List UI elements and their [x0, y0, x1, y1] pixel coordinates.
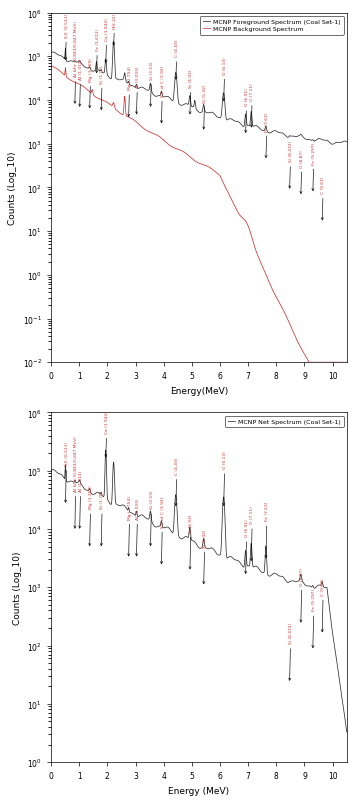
Text: O (8.87): O (8.87): [300, 149, 304, 194]
Text: Si (8.472): Si (8.472): [289, 622, 293, 680]
Text: Si (4.93): Si (4.93): [189, 514, 193, 569]
MCNP Net Spectrum (Coal Set-1): [345, 728, 349, 737]
Text: Ca (1.942): Ca (1.942): [105, 410, 109, 458]
Text: O (8.87): O (8.87): [300, 568, 304, 622]
MCNP Foreground Spectrum (Coal Set-1): [345, 138, 349, 148]
Text: Si (3.53): Si (3.53): [149, 62, 154, 107]
Text: S.E of C (3.92): S.E of C (3.92): [160, 495, 165, 564]
MCNP Foreground Spectrum (Coal Set-1): [49, 49, 53, 59]
Text: Al &Fe (0.843/0.847 MeV): Al &Fe (0.843/0.847 MeV): [74, 21, 78, 104]
Text: O (6.13): O (6.13): [223, 57, 227, 102]
Text: Mg (1.369): Mg (1.369): [89, 58, 93, 108]
Text: Mg (2.754): Mg (2.754): [128, 67, 132, 117]
Text: Si (3.53): Si (3.53): [149, 491, 154, 546]
Text: Fe (9.297): Fe (9.297): [312, 142, 316, 191]
Text: Ca (1.942): Ca (1.942): [105, 18, 109, 63]
Text: C (9.63): C (9.63): [321, 176, 325, 221]
MCNP Foreground Spectrum (Coal Set-1): [269, 128, 274, 137]
Line: MCNP Foreground Spectrum (Coal Set-1): MCNP Foreground Spectrum (Coal Set-1): [51, 43, 347, 145]
Text: Fe (7.63): Fe (7.63): [265, 112, 269, 158]
MCNP Background Spectrum: [162, 137, 166, 146]
MCNP Net Spectrum (Coal Set-1): [241, 563, 246, 573]
Text: S.E (0.511): S.E (0.511): [65, 14, 69, 60]
MCNP Background Spectrum: [307, 358, 311, 368]
MCNP Foreground Spectrum (Coal Set-1): [162, 93, 166, 103]
Text: Fe (7.63): Fe (7.63): [265, 501, 269, 558]
MCNP Background Spectrum: [345, 358, 349, 368]
MCNP Foreground Spectrum (Coal Set-1): [330, 141, 334, 150]
MCNP Background Spectrum: [292, 330, 296, 340]
Text: H(2.22): H(2.22): [113, 12, 117, 46]
Text: Al (3.033): Al (3.033): [136, 498, 140, 556]
MCNP Net Spectrum (Coal Set-1): [104, 446, 108, 455]
MCNP Background Spectrum: [269, 283, 274, 293]
Text: C (4.43): C (4.43): [175, 40, 179, 80]
Text: S.E of C (3.92): S.E of C (3.92): [160, 65, 165, 124]
Text: Si (1.78): Si (1.78): [100, 491, 104, 546]
Text: Fe (1.612): Fe (1.612): [95, 29, 99, 74]
X-axis label: Energy(MeV): Energy(MeV): [170, 386, 228, 395]
X-axis label: Energy (MeV): Energy (MeV): [168, 785, 229, 795]
MCNP Foreground Spectrum (Coal Set-1): [226, 116, 230, 125]
MCNP Net Spectrum (Coal Set-1): [103, 472, 107, 482]
Y-axis label: Counts (Log_10): Counts (Log_10): [12, 551, 22, 624]
MCNP Net Spectrum (Coal Set-1): [269, 570, 274, 580]
Text: Al (3.033): Al (3.033): [136, 67, 140, 115]
Text: Si (5.42): Si (5.42): [203, 84, 207, 130]
Text: Si (4.93): Si (4.93): [189, 69, 193, 115]
Text: Si (1.78): Si (1.78): [100, 65, 104, 111]
MCNP Foreground Spectrum (Coal Set-1): [241, 123, 246, 132]
MCNP Foreground Spectrum (Coal Set-1): [111, 38, 116, 47]
MCNP Background Spectrum: [226, 189, 230, 198]
Text: Al (1.014): Al (1.014): [78, 470, 83, 528]
Text: Si (5.42): Si (5.42): [203, 528, 207, 584]
MCNP Foreground Spectrum (Coal Set-1): [292, 132, 296, 142]
Text: Si (8.472): Si (8.472): [289, 141, 293, 189]
MCNP Background Spectrum: [49, 62, 53, 71]
Legend: MCNP Net Spectrum (Coal Set-1): MCNP Net Spectrum (Coal Set-1): [225, 416, 344, 428]
Line: MCNP Net Spectrum (Coal Set-1): MCNP Net Spectrum (Coal Set-1): [51, 450, 347, 732]
MCNP Net Spectrum (Coal Set-1): [162, 524, 166, 533]
MCNP Net Spectrum (Coal Set-1): [226, 552, 230, 562]
MCNP Foreground Spectrum (Coal Set-1): [103, 65, 107, 75]
MCNP Background Spectrum: [103, 97, 107, 107]
MCNP Net Spectrum (Coal Set-1): [49, 466, 53, 475]
Text: Al &Fe (0.843/0.847 MeV): Al &Fe (0.843/0.847 MeV): [74, 435, 78, 528]
Line: MCNP Background Spectrum: MCNP Background Spectrum: [51, 67, 347, 363]
Legend: MCNP Foreground Spectrum (Coal Set-1), MCNP Background Spectrum: MCNP Foreground Spectrum (Coal Set-1), M…: [200, 17, 344, 35]
Text: O (7.11): O (7.11): [250, 83, 254, 128]
Text: O (6.91): O (6.91): [245, 88, 249, 133]
Text: Mg (2.754): Mg (2.754): [127, 495, 132, 556]
Text: O (6.13): O (6.13): [223, 451, 227, 506]
Text: Mg (1.369): Mg (1.369): [89, 485, 93, 546]
Text: S.E (0.511): S.E (0.511): [65, 442, 69, 503]
Text: O (6.91): O (6.91): [245, 519, 249, 574]
Text: Al (1.014): Al (1.014): [79, 59, 83, 107]
Text: Fe (9.297): Fe (9.297): [312, 589, 316, 648]
Y-axis label: Counts (Log_10): Counts (Log_10): [8, 152, 17, 225]
Text: O (7.11): O (7.11): [250, 506, 254, 560]
MCNP Background Spectrum: [241, 214, 245, 224]
Text: C (9.63): C (9.63): [321, 577, 325, 632]
Text: C (4.43): C (4.43): [175, 457, 179, 506]
MCNP Net Spectrum (Coal Set-1): [292, 577, 296, 586]
